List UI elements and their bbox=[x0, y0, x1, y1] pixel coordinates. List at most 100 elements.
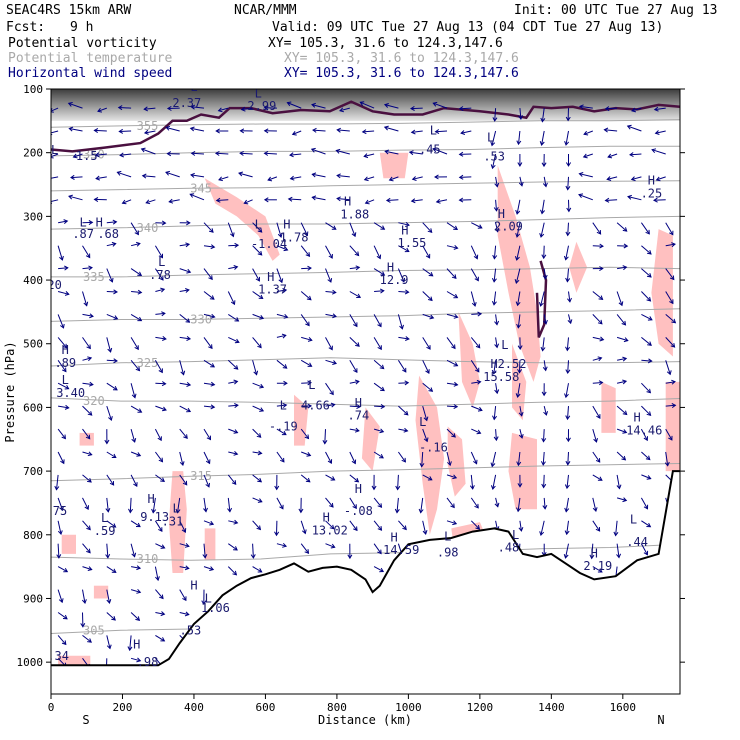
wind-vector bbox=[492, 153, 497, 169]
wind-vector-head bbox=[595, 526, 601, 532]
wind-vector bbox=[130, 657, 141, 662]
wind-vector-head bbox=[646, 388, 652, 394]
wind-vector-head bbox=[361, 129, 367, 135]
wind-vector-head bbox=[538, 302, 544, 307]
wind-vector bbox=[289, 153, 302, 156]
model-title: SEAC4RS 15km ARW bbox=[6, 3, 132, 18]
speed-extremum-label: L bbox=[101, 511, 108, 525]
wind-vector bbox=[252, 313, 264, 319]
wind-vector bbox=[82, 543, 91, 554]
wind-vector-head bbox=[671, 403, 677, 409]
wind-vector-head bbox=[622, 410, 628, 416]
wind-vector bbox=[641, 405, 651, 416]
wind-vector-head bbox=[578, 193, 584, 199]
wind-vector bbox=[203, 245, 215, 248]
wind-vector-head bbox=[336, 173, 341, 179]
wind-vector bbox=[130, 383, 136, 398]
wind-vector-head bbox=[453, 404, 459, 410]
wind-vector-head bbox=[104, 439, 110, 445]
wind-vector bbox=[397, 451, 406, 463]
speed-extremum-label: .31 bbox=[162, 514, 184, 528]
wind-vector bbox=[106, 243, 116, 247]
wind-vector-head bbox=[208, 228, 214, 233]
wind-vector bbox=[142, 175, 156, 178]
wind-vector-head bbox=[645, 229, 650, 235]
wind-vector bbox=[665, 451, 669, 466]
wind-vector-head bbox=[184, 565, 190, 571]
wind-vector bbox=[411, 130, 423, 133]
wind-vector-head bbox=[280, 457, 285, 463]
wind-vector-head bbox=[182, 480, 188, 486]
wind-vector-head bbox=[62, 614, 68, 620]
wind-vector-head bbox=[145, 199, 151, 205]
speed-extremum-label: .98 bbox=[437, 546, 459, 560]
wind-vector bbox=[495, 222, 499, 232]
y-axis-label: Pressure (hPa) bbox=[3, 341, 17, 442]
wind-vector-head bbox=[106, 599, 112, 604]
wind-vector-head bbox=[210, 404, 216, 410]
wind-vector bbox=[300, 314, 310, 326]
wind-vector-head bbox=[622, 379, 628, 385]
terrain-line bbox=[51, 470, 680, 667]
theta-label: 315 bbox=[190, 469, 212, 483]
wind-vector-head bbox=[494, 227, 500, 233]
wind-speed-shade bbox=[665, 381, 680, 472]
wind-speed-shade bbox=[569, 241, 588, 293]
wind-vector-head bbox=[647, 358, 653, 364]
wind-vector bbox=[616, 543, 620, 558]
theta-label: 350 bbox=[83, 148, 105, 162]
wind-vector bbox=[543, 268, 547, 279]
wind-vector bbox=[311, 148, 326, 155]
wind-vector bbox=[641, 359, 652, 362]
wind-vector bbox=[398, 382, 409, 384]
wind-vector bbox=[216, 199, 229, 201]
wind-vector-head bbox=[307, 362, 313, 367]
wind-vector-head bbox=[541, 437, 547, 443]
wind-vector-head bbox=[515, 232, 521, 238]
wind-vector bbox=[579, 173, 593, 178]
wind-vector bbox=[460, 130, 472, 134]
wind-vector bbox=[312, 129, 326, 132]
speed-extremum-label: 12.9 bbox=[380, 273, 409, 287]
wind-vector-head bbox=[564, 530, 570, 536]
wind-vector bbox=[154, 520, 163, 532]
wind-vector-head bbox=[83, 301, 89, 307]
wind-vector bbox=[290, 176, 302, 180]
wind-vector-head bbox=[63, 567, 69, 573]
wind-vector bbox=[130, 405, 142, 413]
wind-vector-head bbox=[564, 507, 570, 513]
wind-vector bbox=[203, 222, 214, 233]
wind-vector-head bbox=[87, 411, 93, 416]
wind-vector bbox=[640, 497, 648, 510]
wind-vector-head bbox=[516, 507, 521, 513]
wind-vector-head bbox=[118, 128, 124, 134]
wind-vector-head bbox=[201, 600, 207, 606]
wind-vector bbox=[325, 359, 337, 364]
wind-vector bbox=[106, 382, 118, 391]
wind-vector bbox=[397, 474, 399, 490]
speed-extremum-label: -1.04 bbox=[251, 237, 287, 251]
wind-vector bbox=[433, 148, 448, 155]
wind-vector-head bbox=[352, 504, 357, 510]
wind-vector bbox=[656, 176, 666, 181]
wind-vector-head bbox=[405, 222, 410, 227]
wind-vector bbox=[592, 451, 601, 463]
wind-vector bbox=[227, 359, 239, 370]
wind-vector-head bbox=[493, 206, 499, 212]
north-end-label: N bbox=[657, 713, 664, 727]
wind-vector bbox=[154, 245, 163, 258]
wind-vector bbox=[398, 291, 409, 293]
wind-vector bbox=[57, 520, 62, 535]
wind-vector bbox=[325, 245, 333, 259]
wind-vector-head bbox=[517, 483, 523, 488]
wind-vector-head bbox=[353, 368, 358, 374]
wind-vector-head bbox=[160, 637, 166, 642]
wind-vector-head bbox=[622, 356, 628, 362]
wind-vector bbox=[493, 360, 497, 374]
wind-vector-head bbox=[112, 385, 118, 391]
wind-vector-head bbox=[434, 174, 439, 180]
wind-vector bbox=[640, 543, 648, 556]
wind-vector bbox=[227, 497, 231, 512]
wind-vector bbox=[373, 428, 384, 433]
wind-vector-head bbox=[494, 502, 500, 508]
